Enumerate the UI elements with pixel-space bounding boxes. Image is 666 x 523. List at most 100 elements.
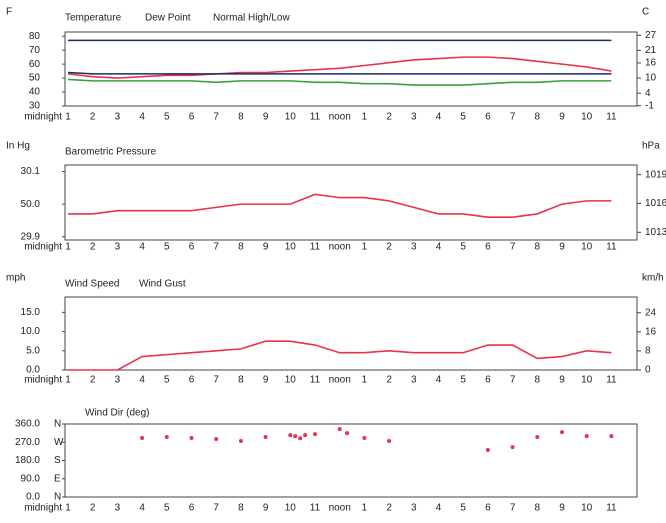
x-tick-label: 4	[436, 503, 442, 514]
data-point	[560, 430, 564, 435]
x-tick-label: 10	[581, 375, 593, 386]
legend-entry: Normal High/Low	[213, 13, 290, 24]
x-tick-label: noon	[329, 112, 351, 123]
y-tick-label: 70	[29, 45, 41, 56]
x-tick-label: 9	[263, 112, 269, 123]
y-tick-label: 360.0	[15, 419, 40, 430]
x-tick-label: 8	[238, 112, 244, 123]
x-tick-label: 5	[164, 503, 170, 514]
y-tick-label: 30.1	[21, 166, 41, 177]
x-tick-label: 8	[238, 242, 244, 253]
x-tick-label: 10	[581, 112, 593, 123]
y-axis-label: F	[6, 7, 12, 18]
y2-tick-label: 16	[645, 58, 657, 69]
y2-tick-label: -1	[645, 100, 654, 111]
data-point	[535, 434, 540, 439]
y-tick-label: 180.0	[15, 455, 40, 466]
data-point	[584, 434, 589, 439]
y2-tick-label: 1013	[645, 227, 666, 238]
x-tick-label: 6	[189, 242, 195, 253]
x-tick-label: 3	[411, 112, 417, 123]
y-tick-label: 60	[29, 59, 41, 70]
x-tick-label: 8	[535, 503, 541, 514]
data-point	[387, 439, 392, 444]
y2-axis-label: C	[642, 7, 649, 18]
x-tick-label: 7	[213, 375, 219, 386]
x-tick-label: 7	[510, 503, 516, 514]
x-tick-label: 1	[65, 375, 71, 386]
x-tick-label: 1	[362, 242, 368, 253]
x-tick-label: 3	[411, 242, 417, 253]
x-tick-label: 4	[436, 375, 442, 386]
x-tick-label: 9	[263, 375, 269, 386]
x-tick-label: 7	[213, 503, 219, 514]
x-tick-label: 5	[460, 112, 466, 123]
x-tick-label: 9	[559, 242, 565, 253]
y-tick-label: 270.0	[15, 437, 40, 448]
x-tick-label: 2	[386, 242, 392, 253]
data-point	[263, 434, 268, 439]
data-point	[238, 439, 243, 444]
x-tick-label: 5	[460, 503, 466, 514]
x-tick-label: 8	[238, 503, 244, 514]
x-tick-label: 6	[189, 112, 195, 123]
x-tick-label: 11	[606, 503, 617, 514]
x-tick-label: 2	[90, 503, 96, 514]
y2-tick-label: 0	[645, 365, 651, 376]
x-tick-label: 9	[263, 503, 269, 514]
x-tick-label: 5	[460, 375, 466, 386]
x-tick-label: 4	[436, 112, 442, 123]
direction-label: E	[54, 473, 61, 484]
x-tick-label: 11	[310, 503, 321, 514]
x-tick-label: 8	[535, 375, 541, 386]
direction-label: W	[54, 437, 64, 448]
direction-label: N	[54, 492, 61, 503]
x-tick-label: 5	[164, 112, 170, 123]
legend-entry: Wind Dir (deg)	[85, 408, 149, 419]
x-tick-label: 3	[115, 503, 121, 514]
x-tick-label: 1	[362, 503, 368, 514]
x-tick-label: 1	[65, 242, 71, 253]
data-line	[67, 78, 612, 86]
x-tick-label: 2	[386, 112, 392, 123]
x-tick-label: 11	[310, 242, 321, 253]
x-tick-label: 2	[386, 375, 392, 386]
x-tick-label: 10	[581, 503, 593, 514]
y-tick-label: 50	[29, 73, 41, 84]
data-point	[485, 447, 490, 452]
x-tick-label: midnight	[24, 503, 62, 514]
direction-label: N	[54, 419, 61, 430]
x-tick-label: 11	[310, 112, 321, 123]
x-tick-label: 10	[285, 242, 297, 253]
x-tick-label: 9	[559, 112, 565, 123]
x-tick-label: 4	[139, 375, 145, 386]
data-point	[288, 433, 293, 438]
y2-axis-label: km/h	[642, 273, 664, 284]
x-tick-label: 6	[485, 503, 491, 514]
legend-entry: Barometric Pressure	[65, 147, 157, 158]
legend-entry: Dew Point	[145, 13, 191, 24]
data-line	[67, 71, 612, 75]
x-tick-label: 4	[436, 242, 442, 253]
plot-frame	[64, 31, 638, 107]
x-tick-label: 1	[362, 375, 368, 386]
x-tick-label: 3	[411, 503, 417, 514]
x-tick-label: 4	[139, 503, 145, 514]
x-tick-label: 3	[115, 375, 121, 386]
data-point	[140, 435, 145, 440]
x-tick-label: 7	[510, 112, 516, 123]
x-tick-label: midnight	[24, 242, 62, 253]
y-axis-label: mph	[6, 273, 25, 284]
y-tick-label: 0.0	[26, 365, 40, 376]
data-point	[164, 434, 169, 439]
x-tick-label: 6	[189, 503, 195, 514]
y2-tick-label: 10	[645, 73, 657, 84]
y-tick-label: 80	[29, 31, 41, 42]
x-tick-label: 5	[164, 242, 170, 253]
plot-frame	[64, 423, 638, 498]
data-point	[510, 445, 515, 450]
x-tick-label: 2	[90, 112, 96, 123]
direction-label: S	[54, 455, 61, 466]
data-point	[362, 435, 367, 440]
